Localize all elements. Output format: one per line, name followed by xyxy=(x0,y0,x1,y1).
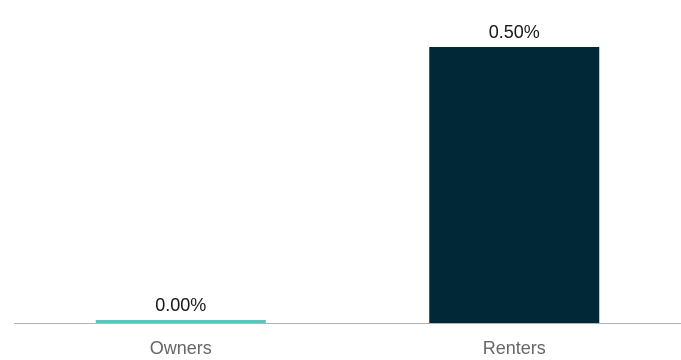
category-label-owners: Owners xyxy=(150,338,212,358)
bar-owners xyxy=(95,320,266,323)
bars-group xyxy=(95,47,600,323)
data-label-owners: 0.00% xyxy=(155,295,206,315)
labels-group: 0.00% Owners 0.50% Renters xyxy=(150,22,546,358)
data-label-renters: 0.50% xyxy=(489,22,540,42)
bar-renters xyxy=(429,47,600,323)
category-label-renters: Renters xyxy=(483,338,546,358)
